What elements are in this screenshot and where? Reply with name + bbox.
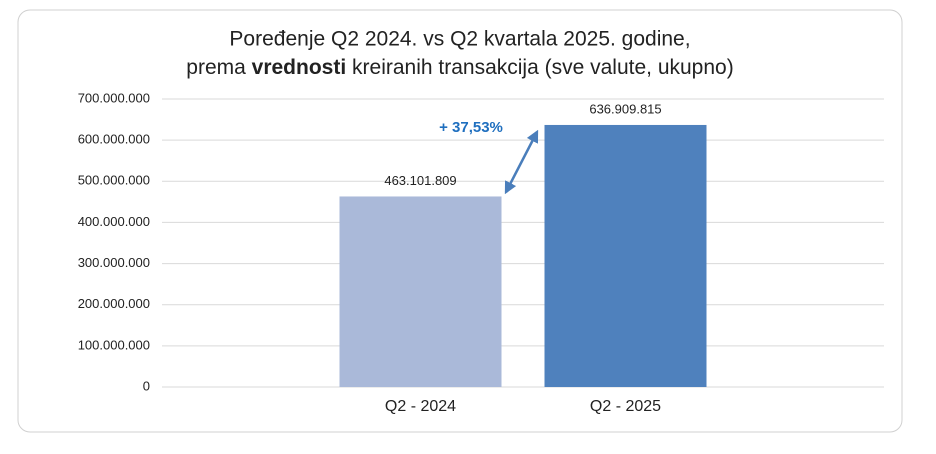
- annotation: + 37,53%: [439, 119, 503, 136]
- y-tick-label: 200.000.000: [78, 296, 150, 311]
- x-tick-label: Q2 - 2025: [590, 398, 661, 415]
- y-tick-label: 100.000.000: [78, 337, 150, 352]
- value-label: 463.101.809: [384, 173, 456, 188]
- y-tick-label: 300.000.000: [78, 255, 150, 270]
- chart-title: Poređenje Q2 2024. vs Q2 kvartala 2025. …: [229, 28, 690, 51]
- y-tick-label: 700.000.000: [78, 90, 150, 105]
- value-label: 636.909.815: [589, 101, 661, 116]
- bar: [339, 196, 502, 387]
- title-part: vrednosti: [252, 56, 347, 79]
- bar: [544, 124, 707, 388]
- change-arrow: [504, 129, 539, 195]
- y-tick-label: 500.000.000: [78, 173, 150, 188]
- chart-title: prema vrednosti kreiranih transakcija (s…: [186, 56, 733, 79]
- x-tick-label: Q2 - 2024: [385, 398, 456, 415]
- title-part: kreiranih transakcija (sve valute, ukupn…: [346, 56, 734, 79]
- y-tick-label: 0: [143, 378, 150, 393]
- title-part: prema: [186, 56, 251, 79]
- y-tick-label: 600.000.000: [78, 132, 150, 147]
- y-tick-label: 400.000.000: [78, 214, 150, 229]
